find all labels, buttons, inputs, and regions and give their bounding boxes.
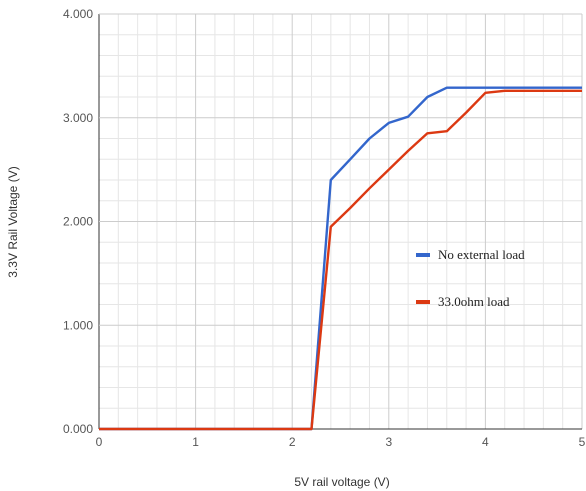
x-tick-label: 3 — [385, 435, 392, 449]
x-axis-tick-labels: 0 1 2 3 4 5 — [96, 435, 586, 449]
y-axis-tick-labels: 0.000 1.000 2.000 3.000 4.000 — [63, 7, 93, 436]
legend-label: 33.0ohm load — [438, 294, 510, 309]
major-gridlines — [98, 13, 583, 430]
x-tick-label: 0 — [96, 435, 103, 449]
x-tick-label: 4 — [482, 435, 489, 449]
y-tick-label: 0.000 — [63, 422, 93, 436]
series-line-1 — [99, 86, 582, 431]
x-tick-label: 1 — [192, 435, 199, 449]
y-tick-label: 2.000 — [63, 215, 93, 229]
y-tick-label: 3.000 — [63, 111, 93, 125]
x-tick-label: 2 — [289, 435, 296, 449]
y-tick-label: 1.000 — [63, 318, 93, 332]
x-tick-label: 5 — [579, 435, 586, 449]
legend: No external load 33.0ohm load — [416, 247, 525, 309]
y-tick-label: 4.000 — [63, 7, 93, 21]
legend-label: No external load — [438, 247, 525, 262]
y-axis-title: 3.3V Rail Voltage (V) — [6, 166, 20, 277]
series-line-2 — [99, 89, 582, 431]
series-lines — [99, 86, 582, 431]
x-axis-title: 5V rail voltage (V) — [294, 475, 389, 489]
